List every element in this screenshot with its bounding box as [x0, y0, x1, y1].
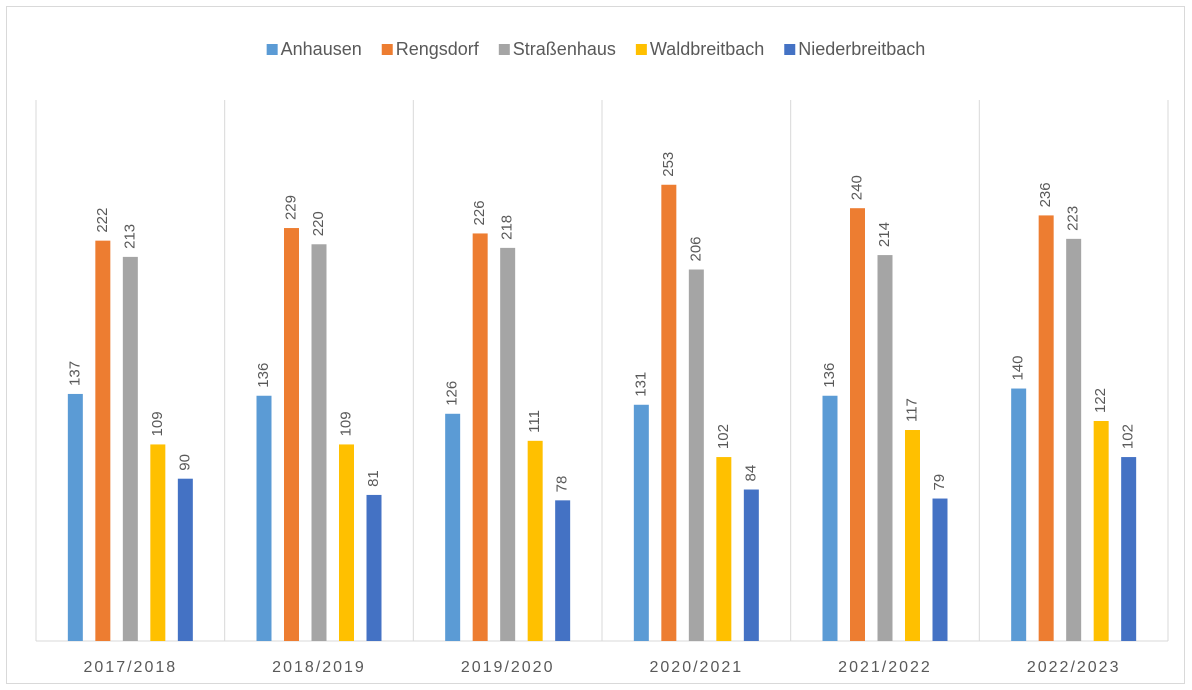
- data-label: 126: [444, 381, 461, 406]
- data-label: 102: [1120, 424, 1137, 449]
- data-label: 102: [715, 424, 732, 449]
- bar: [1038, 215, 1054, 641]
- bar: [743, 489, 759, 641]
- legend-swatch: [266, 44, 278, 55]
- x-tick-label: 2019/2020: [461, 659, 555, 676]
- bar: [1121, 457, 1137, 641]
- bar: [932, 498, 948, 641]
- bar: [527, 440, 543, 641]
- legend-swatch: [381, 44, 393, 55]
- data-label: 213: [121, 224, 138, 249]
- bar: [339, 444, 354, 641]
- legend-label: Waldbreitbach: [650, 39, 764, 59]
- data-label: 131: [632, 372, 649, 397]
- data-label: 222: [94, 208, 111, 233]
- bar: [256, 395, 272, 641]
- data-label: 78: [554, 476, 571, 493]
- bar: [284, 228, 299, 641]
- data-label: 111: [526, 410, 543, 433]
- bar: [67, 393, 83, 641]
- data-label: 122: [1092, 388, 1109, 413]
- data-label: 109: [149, 411, 166, 436]
- bar: [1011, 388, 1027, 641]
- bar: [555, 500, 571, 641]
- bar: [366, 494, 382, 641]
- data-label: 136: [821, 363, 838, 388]
- bar: [661, 184, 677, 642]
- bar: [1093, 420, 1109, 641]
- legend-label: Niederbreitbach: [798, 39, 925, 59]
- bar: [905, 430, 920, 641]
- legend-label: Straßenhaus: [513, 39, 616, 59]
- legend-label: Rengsdorf: [396, 39, 480, 59]
- data-label: 109: [337, 411, 354, 436]
- data-label: 214: [876, 222, 893, 247]
- data-label: 140: [1010, 356, 1027, 381]
- bar: [95, 240, 111, 641]
- x-tick-label: 2017/2018: [84, 659, 178, 676]
- bar: [177, 478, 193, 641]
- bar: [716, 457, 732, 641]
- bar: [122, 256, 138, 641]
- bar: [445, 413, 461, 641]
- data-label: 79: [931, 474, 948, 491]
- x-tick-label: 2020/2021: [650, 659, 744, 676]
- legend-label: Anhausen: [281, 39, 362, 59]
- bar: [150, 444, 166, 641]
- data-label: 137: [66, 361, 83, 386]
- x-tick-label: 2018/2019: [272, 659, 366, 676]
- data-label: 90: [176, 454, 193, 471]
- bar: [500, 247, 516, 641]
- data-label: 117: [903, 398, 920, 422]
- data-label: 236: [1037, 182, 1054, 207]
- bar: [1066, 238, 1082, 641]
- data-label: 218: [499, 215, 516, 240]
- data-label: 229: [282, 195, 299, 220]
- legend-swatch: [784, 44, 796, 55]
- data-label: 220: [310, 211, 327, 236]
- data-label: 240: [848, 175, 865, 200]
- data-label: 81: [365, 470, 382, 487]
- data-label: 223: [1065, 206, 1082, 231]
- x-tick-label: 2021/2022: [838, 659, 932, 676]
- bar: [822, 395, 838, 641]
- bar: [850, 208, 865, 641]
- bar: [311, 244, 327, 641]
- data-label: 84: [742, 465, 759, 482]
- bar: [877, 255, 893, 641]
- x-tick-label: 2022/2023: [1027, 659, 1121, 676]
- legend-swatch: [635, 44, 647, 55]
- data-label: 136: [255, 363, 272, 388]
- bar: [688, 269, 704, 641]
- data-label: 226: [471, 200, 488, 225]
- bar: [633, 404, 649, 641]
- data-label: 206: [687, 236, 704, 261]
- chart-frame: [6, 6, 1185, 684]
- bar: [472, 233, 488, 642]
- legend-swatch: [498, 44, 510, 55]
- data-label: 253: [660, 152, 677, 177]
